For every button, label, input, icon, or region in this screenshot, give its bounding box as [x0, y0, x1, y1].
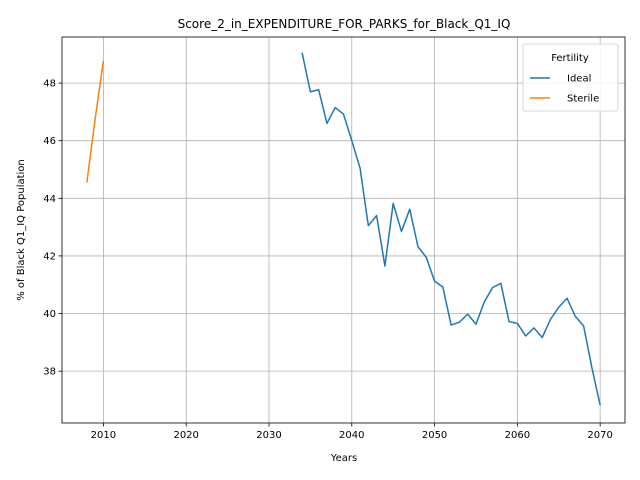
- x-tick-label: 2060: [505, 430, 530, 441]
- y-axis-label: % of Black Q1_IQ Population: [16, 159, 27, 301]
- y-tick-label: 44: [43, 194, 56, 205]
- x-tick-label: 2010: [91, 430, 116, 441]
- legend-label-sterile: Sterile: [567, 94, 599, 105]
- x-tick-label: 2070: [587, 430, 612, 441]
- legend-label-ideal: Ideal: [567, 74, 591, 85]
- chart-title: Score_2_in_EXPENDITURE_FOR_PARKS_for_Bla…: [178, 17, 511, 31]
- x-tick-label: 2050: [422, 430, 447, 441]
- y-tick-label: 38: [43, 367, 56, 378]
- y-tick-label: 42: [43, 251, 56, 262]
- y-axis: 38 40 42 44 46 48: [43, 79, 62, 378]
- legend-title: Fertility: [551, 53, 589, 64]
- legend: Fertility Ideal Sterile: [522, 43, 619, 112]
- y-tick-label: 46: [43, 136, 56, 147]
- y-tick-label: 40: [43, 309, 56, 320]
- x-axis: 2010 2020 2030 2040 2050 2060 2070: [91, 423, 613, 441]
- y-tick-label: 48: [43, 79, 56, 90]
- x-axis-label: Years: [330, 453, 357, 464]
- series-line-sterile: [86, 60, 105, 183]
- legend-box: [522, 43, 619, 112]
- x-tick-label: 2020: [173, 430, 198, 441]
- series-group: [86, 52, 601, 406]
- x-tick-label: 2030: [256, 430, 281, 441]
- plot-frame: [61, 36, 626, 424]
- x-tick-label: 2040: [339, 430, 364, 441]
